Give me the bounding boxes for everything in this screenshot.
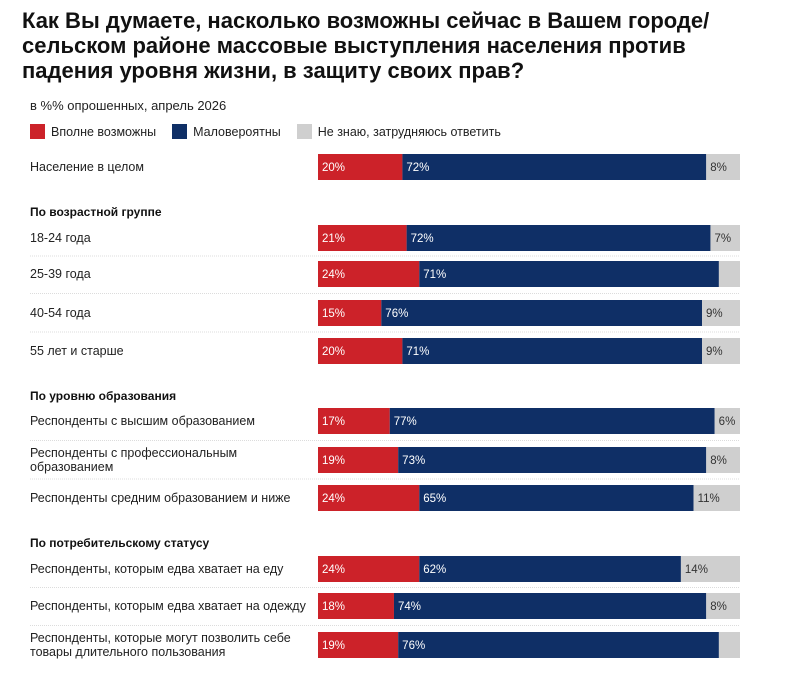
bar-segment	[702, 338, 740, 364]
bar-value-label: 71%	[406, 346, 429, 358]
bar-segment	[318, 261, 420, 287]
bar-segment	[714, 408, 740, 434]
bar-segment	[718, 261, 740, 287]
bar-segment	[706, 154, 740, 180]
bar-value-label: 76%	[402, 640, 425, 652]
bar-segment	[706, 593, 740, 619]
bar-value-label: 19%	[322, 640, 345, 652]
bar-segment	[318, 300, 382, 326]
bar-segment	[381, 300, 703, 326]
group-label: По уровню образования	[30, 389, 176, 403]
bar-segment	[419, 556, 681, 582]
bar-segment	[318, 485, 420, 511]
bar-value-label: 72%	[411, 233, 434, 245]
legend-label-dont-know: Не знаю, затрудняюсь ответить	[317, 124, 501, 139]
bar-segment	[710, 225, 740, 251]
bar-segment	[419, 485, 694, 511]
bar-value-label: 8%	[710, 455, 727, 467]
bar-value-label: 24%	[322, 564, 345, 576]
bar-value-label: 20%	[322, 162, 345, 174]
bar-segment	[318, 593, 394, 619]
legend: Вполне возможны Маловероятны Не знаю, за…	[30, 124, 517, 139]
bar-value-label: 76%	[385, 308, 408, 320]
bar-value-label: 72%	[406, 162, 429, 174]
bar-value-label: 77%	[394, 416, 417, 428]
bar-value-label: 73%	[402, 455, 425, 467]
bar-value-label: 9%	[706, 308, 723, 320]
bar-segment	[398, 447, 707, 473]
row-label: Респонденты средним образованием и ниже	[30, 491, 291, 505]
legend-swatch-unlikely	[172, 124, 188, 139]
bar-segment	[706, 447, 740, 473]
bar-value-label: 18%	[322, 601, 345, 613]
bar-value-label: 6%	[719, 416, 736, 428]
bar-segment	[680, 556, 740, 582]
bar-segment	[318, 154, 403, 180]
legend-item-likely: Вполне возможны	[30, 124, 156, 139]
bar-segment	[406, 225, 711, 251]
bar-value-label: 20%	[322, 346, 345, 358]
bar-value-label: 15%	[322, 308, 345, 320]
bar-segment	[318, 338, 403, 364]
bar-segment	[702, 300, 740, 326]
bar-value-label: 21%	[322, 233, 345, 245]
legend-item-unlikely: Маловероятны	[172, 124, 281, 139]
row-label: образованием	[30, 460, 113, 474]
row-label: Население в целом	[30, 160, 144, 174]
bar-segment	[718, 632, 740, 658]
row-label: 25-39 года	[30, 267, 91, 281]
bar-value-label: 74%	[398, 601, 421, 613]
bar-value-label: 17%	[322, 416, 345, 428]
bar-value-label: 11%	[698, 493, 720, 505]
chart-title: Как Вы думаете, насколько возможны сейча…	[22, 8, 710, 83]
bar-segment	[693, 485, 740, 511]
bar-value-label: 62%	[423, 564, 446, 576]
bar-segment	[318, 556, 420, 582]
group-label: По возрастной группе	[30, 205, 162, 219]
bar-segment	[318, 632, 399, 658]
bar-value-label: 65%	[423, 493, 446, 505]
bar-value-label: 24%	[322, 493, 345, 505]
group-label: По потребительскому статусу	[30, 536, 210, 550]
row-label: Респонденты с профессиональным	[30, 446, 237, 460]
chart-subtitle: в %% опрошенных, апрель 2026	[30, 98, 227, 113]
bar-value-label: 14%	[685, 564, 708, 576]
row-label: 55 лет и старше	[30, 344, 124, 358]
legend-label-likely: Вполне возможны	[51, 124, 157, 139]
bar-segment	[318, 447, 399, 473]
bar-value-label: 19%	[322, 455, 345, 467]
row-label: товары длительного пользования	[30, 645, 225, 659]
bar-segment	[419, 261, 719, 287]
bar-value-label: 7%	[714, 233, 731, 245]
bar-value-label: 8%	[710, 601, 727, 613]
bar-value-label: 9%	[706, 346, 723, 358]
bar-segment	[398, 632, 719, 658]
bar-segment	[318, 225, 407, 251]
bar-value-label: 24%	[322, 269, 345, 281]
row-label: 40-54 года	[30, 306, 91, 320]
bar-value-label: 71%	[423, 269, 446, 281]
bar-segment	[402, 338, 703, 364]
row-label: Респонденты с высшим образованием	[30, 414, 255, 428]
bar-value-label: 8%	[710, 162, 727, 174]
legend-item-dont-know: Не знаю, затрудняюсь ответить	[296, 124, 501, 139]
row-label: Респонденты, которые могут позволить себ…	[30, 631, 291, 645]
bar-segment	[389, 408, 715, 434]
row-label: Респонденты, которым едва хватает на оде…	[30, 599, 307, 613]
bar-segment	[318, 408, 390, 434]
legend-swatch-likely	[30, 124, 45, 139]
bar-segment	[393, 593, 707, 619]
row-label: Респонденты, которым едва хватает на еду	[30, 562, 284, 576]
legend-label-unlikely: Маловероятны	[193, 124, 281, 139]
bar-segment	[402, 154, 707, 180]
row-label: 18-24 года	[30, 231, 91, 245]
legend-swatch-dont-know	[296, 124, 312, 139]
